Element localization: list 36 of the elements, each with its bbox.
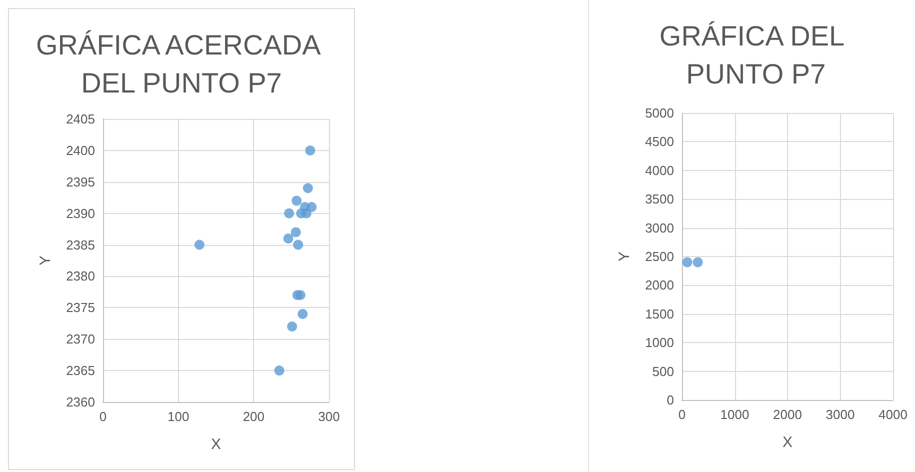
chart-title: GRÁFICA DEL PUNTO P7 xyxy=(659,20,845,90)
y-tick-label: 1500 xyxy=(645,306,674,322)
x-tick-label: 0 xyxy=(678,407,686,422)
x-tick-label: 200 xyxy=(242,409,265,424)
y-tick-label: 3500 xyxy=(645,192,674,207)
y-tick-label: 2405 xyxy=(66,112,95,126)
y-tick-label: 2385 xyxy=(66,237,95,252)
y-tick-label: 2400 xyxy=(66,142,95,158)
x-tick-label: 3000 xyxy=(826,407,855,422)
y-tick-label: 2500 xyxy=(645,249,674,264)
y-tick-label: 2370 xyxy=(66,332,95,347)
x-tick-label: 0 xyxy=(99,409,107,424)
y-tick-label: 2375 xyxy=(66,300,95,316)
y-tick-label: 2365 xyxy=(66,363,95,378)
y-axis-title: Y xyxy=(37,255,54,266)
y-tick-label: 4000 xyxy=(645,162,674,178)
x-tick-label: 300 xyxy=(318,409,340,424)
y-tick-label: 2395 xyxy=(66,174,95,190)
y-tick-label: 1000 xyxy=(645,335,674,350)
x-axis-title: X xyxy=(782,434,793,451)
chart-title: GRÁFICA ACERCADA DEL PUNTO P7 xyxy=(36,30,327,98)
x-tick-label: 100 xyxy=(167,409,190,424)
y-tick-label: 0 xyxy=(666,392,674,408)
y-tick-label: 2000 xyxy=(645,278,674,293)
y-tick-label: 5000 xyxy=(645,106,674,120)
y-tick-label: 500 xyxy=(652,364,674,379)
x-tick-label: 4000 xyxy=(878,407,908,422)
x-tick-label: 2000 xyxy=(773,407,802,422)
y-tick-label: 4500 xyxy=(645,134,674,150)
y-tick-label: 2360 xyxy=(66,394,95,410)
y-tick-label: 2390 xyxy=(66,206,95,221)
y-tick-label: 3000 xyxy=(645,220,674,236)
y-axis-title: Y xyxy=(616,251,633,262)
x-axis-title: X xyxy=(210,436,222,453)
x-tick-label: 1000 xyxy=(720,407,750,422)
y-tick-label: 2380 xyxy=(66,268,95,284)
